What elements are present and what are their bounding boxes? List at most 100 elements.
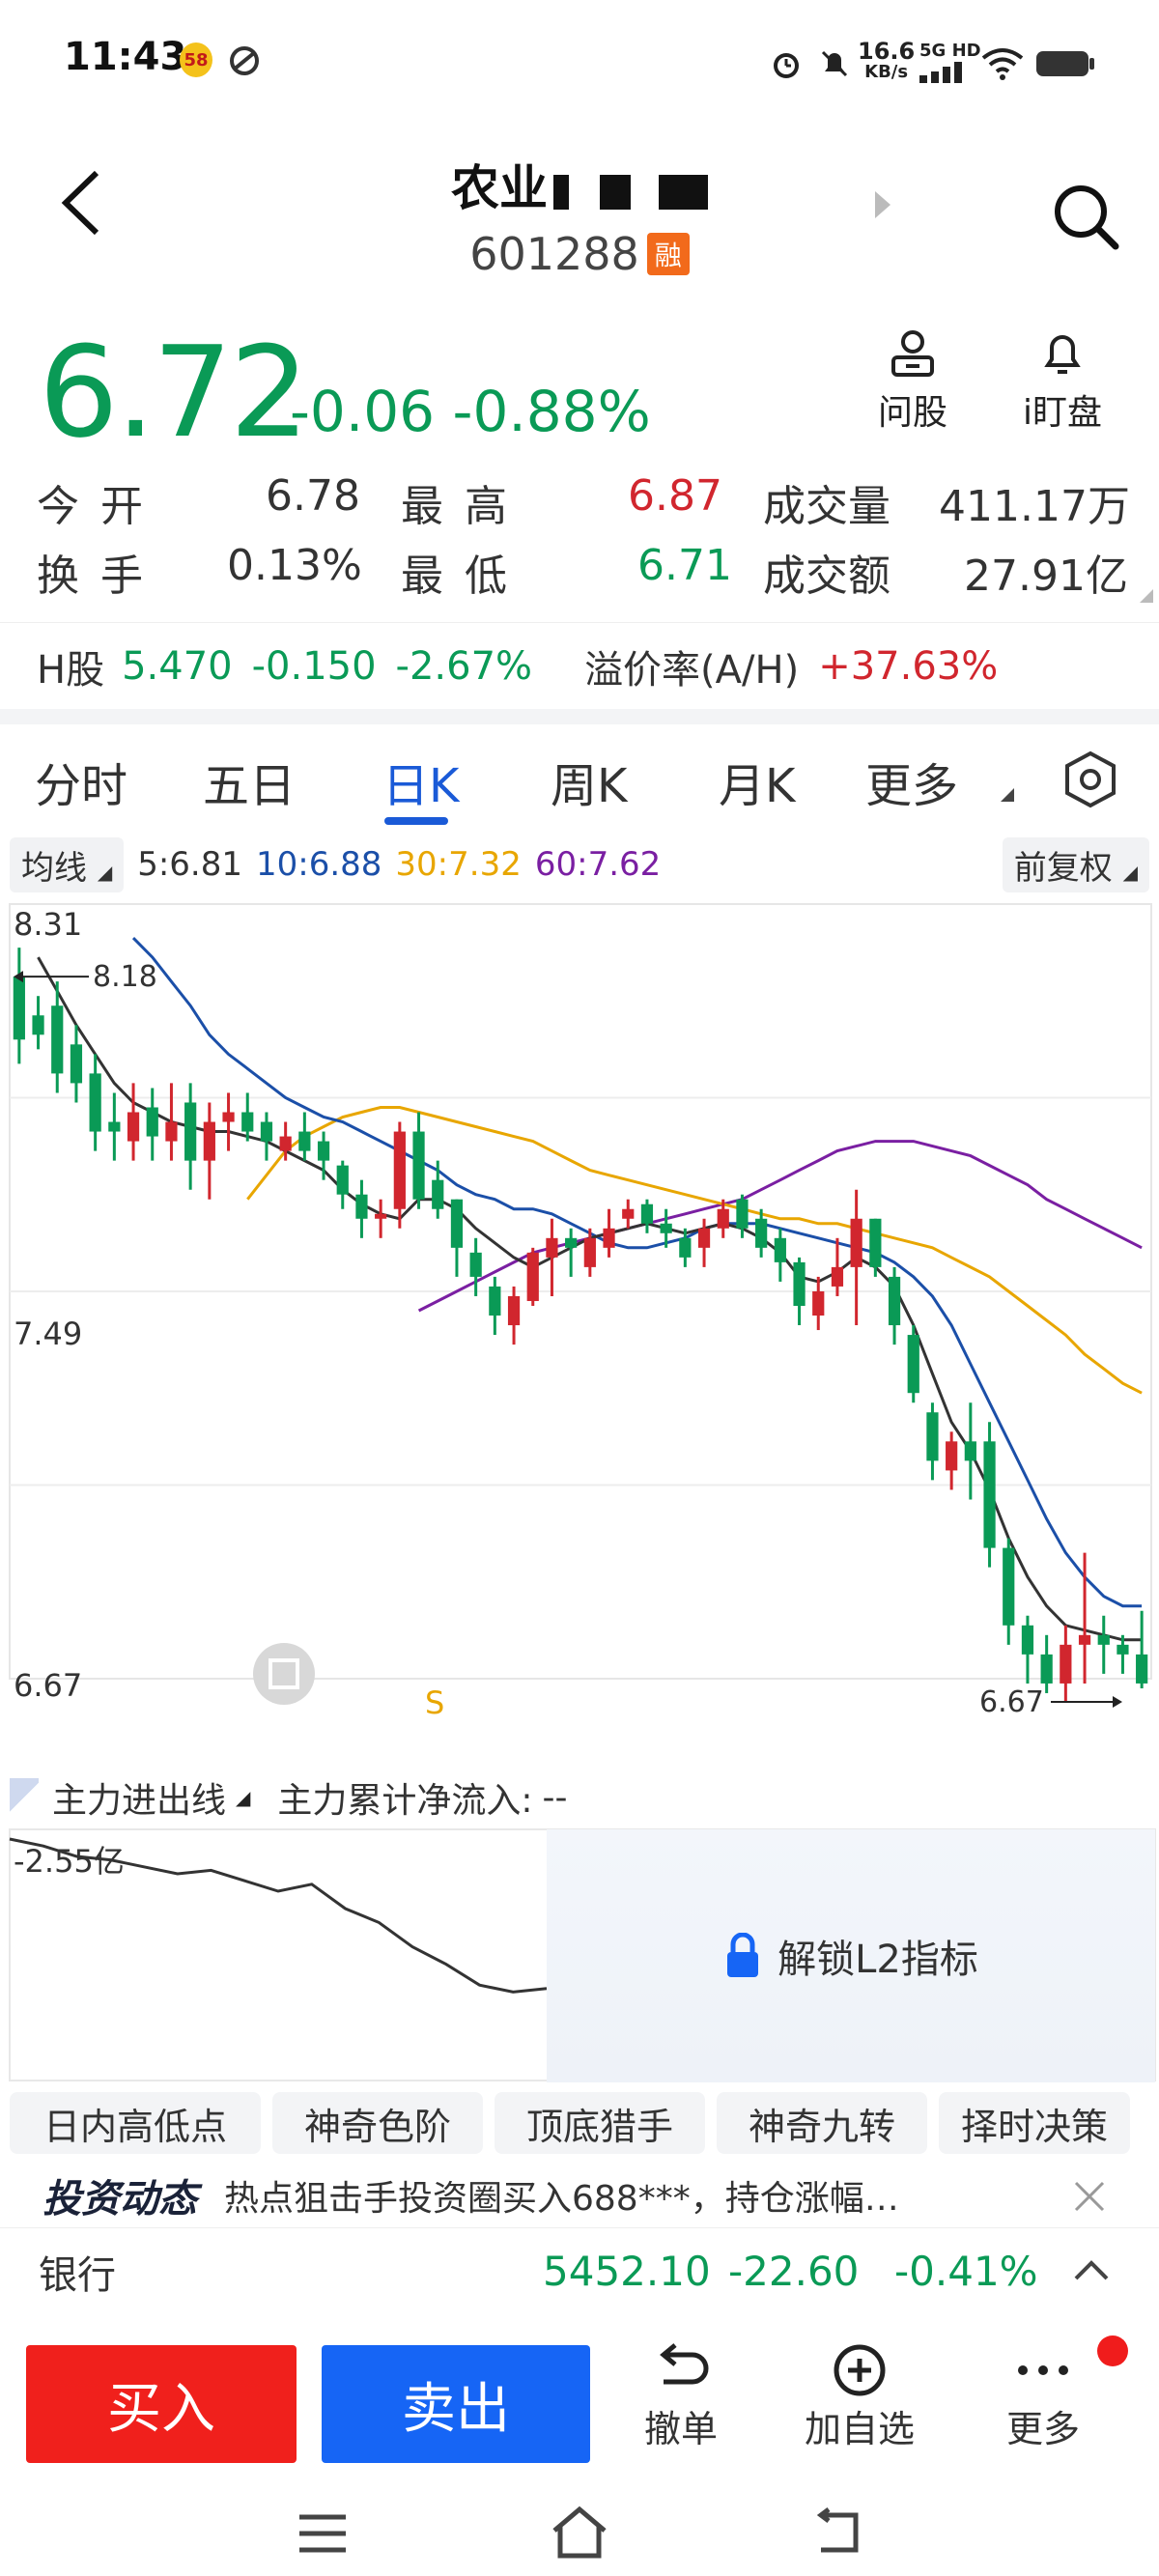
- candle: [70, 1025, 83, 1103]
- high-annotation-label: 8.18: [93, 960, 157, 994]
- close-icon[interactable]: [1072, 2179, 1107, 2214]
- high-annotation-arrow: [14, 971, 23, 983]
- cancel-order-button[interactable]: 撤单: [628, 2341, 734, 2452]
- back-arrow-icon[interactable]: [60, 169, 100, 237]
- chart-labels: 8.31 7.49 6.67 2025-11-18 2026-01-30 8.18 6.67…: [12, 906, 1147, 1725]
- candle: [89, 1054, 101, 1151]
- menu-icon[interactable]: [296, 2509, 350, 2558]
- feature-top-bottom-hunter[interactable]: 顶底猎手: [495, 2092, 705, 2154]
- s-marker: S: [425, 1684, 444, 1721]
- chevron-down-icon: ◢: [97, 860, 113, 884]
- margin-badge: 融: [646, 233, 690, 275]
- x-label-start: 2025-11-18: [12, 1723, 191, 1725]
- home-icon[interactable]: [549, 2505, 610, 2560]
- h-share-label: H股: [37, 647, 105, 693]
- sector-value: 5452.10: [543, 2248, 711, 2295]
- candle: [203, 1102, 215, 1200]
- sector-change: -22.60: [728, 2248, 860, 2295]
- unlock-l2-overlay[interactable]: 解锁L2指标: [547, 1829, 1155, 2082]
- ask-stock-button[interactable]: 问股: [869, 328, 956, 435]
- feature-magic-color[interactable]: 神奇色阶: [272, 2092, 483, 2154]
- draw-tool-icon[interactable]: [253, 1643, 315, 1705]
- buy-button[interactable]: 买入: [26, 2345, 297, 2463]
- change-amount: -0.06: [290, 379, 436, 444]
- candle: [375, 1199, 387, 1238]
- more-label: 更多: [1005, 2408, 1080, 2450]
- low-label: 最 低: [401, 552, 511, 601]
- feature-timing-decision[interactable]: 择时决策: [939, 2092, 1130, 2154]
- search-icon[interactable]: [1048, 179, 1121, 252]
- watch-button[interactable]: i盯盘: [1014, 328, 1111, 435]
- h-share-change: -0.150: [251, 643, 377, 689]
- k-line-chart[interactable]: 8.31 7.49 6.67 2025-11-18 2026-01-30 8.18 6.67…: [0, 894, 1159, 1725]
- unlock-l2-text: 解锁L2指标: [777, 1938, 978, 1982]
- chevron-up-icon[interactable]: [1072, 2257, 1111, 2282]
- lock-icon: [727, 1933, 759, 1977]
- tab-intraday[interactable]: 分时: [35, 759, 128, 813]
- ma5-value: 5:6.81: [137, 845, 242, 884]
- net-speed-unit: KB/s: [864, 62, 909, 82]
- status-time: 11:43: [64, 35, 187, 79]
- ma-selector[interactable]: 均线 ◢: [10, 836, 125, 892]
- ma60-line: [417, 1140, 1143, 1313]
- candle: [127, 1083, 140, 1161]
- user-icon: [891, 330, 934, 377]
- settings-hexagon-icon[interactable]: [1060, 750, 1120, 809]
- system-nav-bar: [0, 2492, 1159, 2576]
- flow-title[interactable]: 主力进出线: [52, 1781, 227, 1821]
- flow-cumulative-label: 主力累计净流入:: [277, 1781, 533, 1821]
- next-stock-icon[interactable]: [875, 191, 890, 218]
- candle: [469, 1237, 482, 1296]
- candle: [964, 1402, 976, 1500]
- ma5-line: [37, 956, 1143, 1642]
- candle: [583, 1228, 596, 1277]
- turnover-value: 0.13%: [227, 541, 362, 590]
- tab-weekly-k[interactable]: 周K: [551, 759, 628, 813]
- flow-cumulative-value: --: [542, 1777, 568, 1818]
- candle: [983, 1422, 996, 1568]
- notification-dot: [1097, 2335, 1128, 2366]
- tab-monthly-k[interactable]: 月K: [719, 759, 796, 813]
- candle: [1097, 1615, 1110, 1674]
- sector-name: 银行: [39, 2252, 116, 2298]
- candle: [184, 1083, 197, 1190]
- expand-corner-icon[interactable]: [1140, 589, 1153, 603]
- network-type: 5G HD: [919, 41, 981, 61]
- back-nav-icon[interactable]: [811, 2507, 865, 2558]
- candle: [317, 1131, 330, 1180]
- candle: [679, 1228, 692, 1267]
- sector-index-row[interactable]: 银行 5452.10 -22.60 -0.41%: [0, 2227, 1159, 2314]
- status-bar: 11:43 58 16.6 KB/s 5G HD: [0, 0, 1159, 126]
- candle: [51, 981, 64, 1093]
- add-circle-icon: [834, 2344, 886, 2396]
- obscured-name-block: [553, 174, 708, 210]
- chevron-down-icon[interactable]: ◢: [236, 1786, 251, 1809]
- stock-code-row: 601288 融: [0, 228, 1159, 280]
- h-share-row[interactable]: H股 5.470 -0.150 -2.67% 溢价率(A/H) +37.63%: [0, 622, 1159, 709]
- candle: [660, 1208, 672, 1248]
- section-divider: [0, 709, 1159, 724]
- more-button[interactable]: 更多: [985, 2341, 1101, 2452]
- tab-more-dropdown-icon[interactable]: [1001, 788, 1014, 802]
- news-brand: 投资动态: [42, 2177, 197, 2222]
- adjust-selector[interactable]: 前复权 ◢: [1002, 836, 1149, 892]
- tab-five-day[interactable]: 五日: [203, 759, 297, 813]
- wifi-icon: [981, 48, 1024, 80]
- candle: [546, 1218, 558, 1296]
- feature-intraday-high-low[interactable]: 日内高低点: [10, 2092, 261, 2154]
- feature-magic-nine[interactable]: 神奇九转: [717, 2092, 927, 2154]
- news-ticker[interactable]: 投资动态 热点狙击手投资圈买入688***，持仓涨幅…: [0, 2164, 1159, 2227]
- tab-daily-k[interactable]: 日K: [382, 759, 460, 813]
- ma10-value: 10:6.88: [256, 845, 382, 884]
- candles: [13, 948, 1148, 1703]
- high-value: 6.87: [628, 471, 722, 521]
- candle: [1117, 1634, 1129, 1674]
- sell-button[interactable]: 卖出: [322, 2345, 590, 2463]
- candle: [1040, 1634, 1053, 1693]
- candle: [793, 1257, 806, 1326]
- premium-value: +37.63%: [818, 643, 999, 689]
- stock-name: 农业: [451, 160, 548, 216]
- flow-header: 主力进出线 ◢ 主力累计净流入: --: [10, 1768, 568, 1827]
- tab-more[interactable]: 更多: [865, 759, 959, 813]
- add-watchlist-button[interactable]: 加自选: [792, 2341, 927, 2452]
